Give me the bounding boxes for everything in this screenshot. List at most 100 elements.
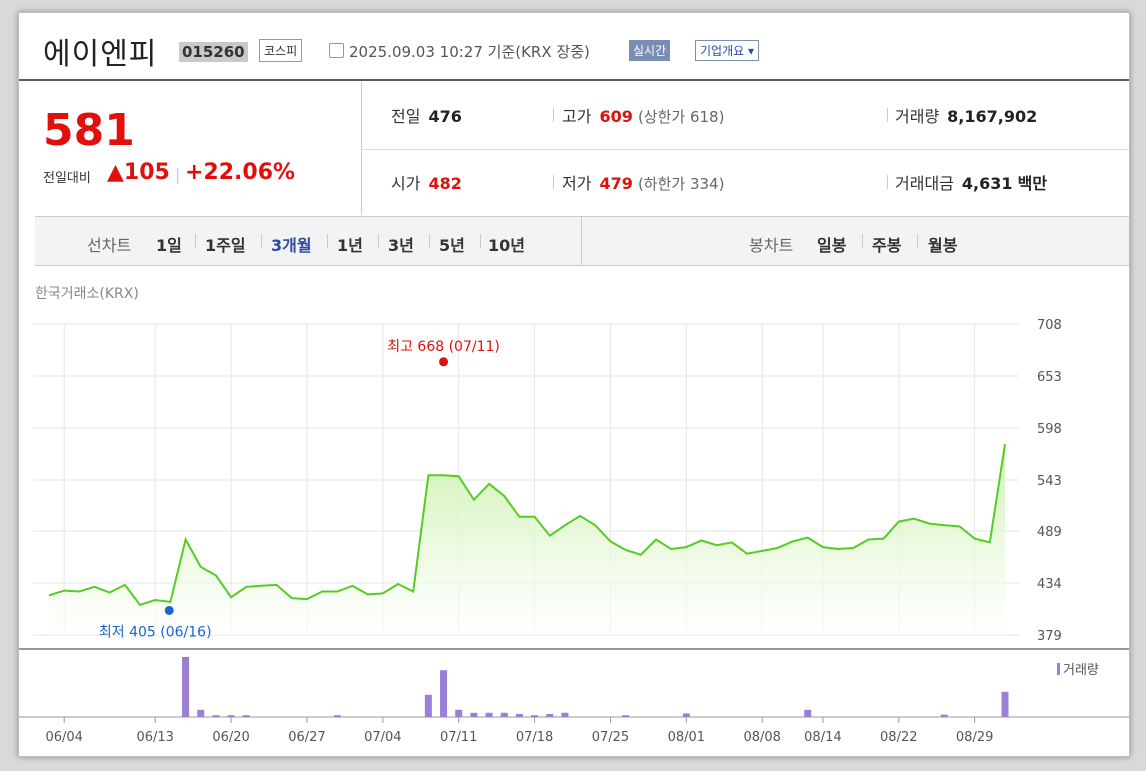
x-tick-label: 07/18 [516,730,553,745]
stat-volume-value: 8,167,902 [947,107,1038,126]
tab-separator [480,234,481,248]
y-tick-label: 653 [1037,370,1062,385]
volume-bar [182,657,190,717]
tab-daily[interactable]: 일봉 [817,236,847,255]
stat-separator [553,175,554,189]
tab-weekly[interactable]: 주봉 [872,236,902,255]
min-annotation: 최저 405 (06/16) [99,624,212,640]
volume-bar [440,670,448,717]
volume-bar [212,715,220,717]
y-tick-label: 379 [1037,629,1062,644]
current-price: 581 [43,105,135,156]
change-percent: +22.06% [185,160,296,185]
y-tick-label: 708 [1037,318,1062,333]
volume-bar [455,709,463,717]
volume-bar [561,712,569,717]
chart-tabs: 선차트 1일 1주일 3개월 1년 3년 5년 10년 봉차트 일봉 주봉 월봉 [35,216,1129,266]
volume-bar [531,715,539,717]
x-tick-label: 08/14 [804,730,841,745]
volume-bar [546,714,554,717]
tabs-divider [581,217,582,265]
stat-amount-unit: 백만 [1017,174,1048,193]
stat-amount: 거래대금 4,631 백만 [895,170,1047,194]
change-separator: | [175,165,181,184]
stat-separator [887,175,888,189]
x-tick-label: 08/01 [668,730,705,745]
volume-bar [940,714,948,717]
tab-1y[interactable]: 1년 [337,236,363,255]
stat-prev-value: 476 [428,107,462,126]
volume-bar [804,709,812,717]
clock-icon [329,43,344,58]
volume-bar [333,715,341,717]
stat-separator [553,108,554,122]
upper-limit: (상한가 618) [637,108,725,126]
y-tick-label: 598 [1037,422,1062,437]
stat-open: 시가 482 [391,170,462,194]
tab-separator [429,234,430,248]
volume-legend-label: 거래량 [1063,663,1099,678]
stat-separator [887,108,888,122]
volume-bar [515,714,523,717]
tab-monthly[interactable]: 월봉 [928,236,958,255]
market-badge: 코스피 [259,39,303,62]
volume-bar [500,712,508,717]
stat-volume: 거래량 8,167,902 [895,103,1037,127]
volume-bar [622,715,630,717]
tab-3m[interactable]: 3개월 [271,236,312,255]
candle-chart-label: 봉차트 [749,236,794,255]
max-point [439,357,449,367]
price-chart: 708 653 598 543 489 434 379 06/04 06/13 06/20 06/… [19,318,1129,745]
y-tick-label: 543 [1037,474,1062,489]
x-tick-label: 08/29 [956,730,993,745]
volume-bar [1001,691,1009,717]
tab-10y[interactable]: 10년 [488,236,525,255]
stat-prev: 전일 476 [391,103,462,127]
volume-bar [485,712,493,717]
price-area [49,444,1005,635]
stat-high-label: 고가 [562,107,592,126]
x-tick-label: 06/13 [136,730,173,745]
stat-open-label: 시가 [391,174,421,193]
tab-1w[interactable]: 1주일 [205,236,246,255]
tab-3y[interactable]: 3년 [388,236,414,255]
stat-volume-label: 거래량 [895,107,940,126]
volume-legend-swatch [1057,663,1060,675]
realtime-button[interactable]: 실시간 [629,40,671,61]
tab-separator [917,234,918,248]
stat-amount-label: 거래대금 [895,174,954,193]
tab-1d[interactable]: 1일 [156,236,182,255]
stat-low-label: 저가 [562,174,592,193]
stat-amount-value: 4,631 [961,174,1013,193]
stock-code: 015260 [179,42,248,62]
tab-separator [327,234,328,248]
x-tick-label: 08/08 [743,730,780,745]
tab-5y[interactable]: 5년 [439,236,465,255]
timestamp: 2025.09.03 10:27 기준(KRX 장중) [349,43,590,61]
data-source: 한국거래소(KRX) [35,286,139,302]
x-tick-label: 06/27 [288,730,325,745]
stat-low: 저가 479 (하한가 334) [562,170,724,194]
y-tick-label: 434 [1037,577,1062,592]
stock-header: 에이엔피 015260 코스피 2025.09.03 10:27 기준(KRX … [19,13,1129,81]
stat-low-value: 479 [599,174,633,193]
company-info-button[interactable]: 기업개요 ▾ [695,40,759,61]
stat-high: 고가 609 (상한가 618) [562,103,724,127]
change-value: ▲105 [107,160,170,185]
stock-panel: 에이엔피 015260 코스피 2025.09.03 10:27 기준(KRX … [18,12,1130,757]
stat-open-value: 482 [428,174,462,193]
tab-separator [261,234,262,248]
x-tick-label: 07/11 [440,730,477,745]
y-tick-label: 489 [1037,525,1062,540]
tab-separator [862,234,863,248]
x-tick-label: 08/22 [880,730,917,745]
stats-divider [362,149,1129,150]
change-label: 전일대비 [43,171,91,186]
volume-bar [424,694,432,717]
lower-limit: (하한가 334) [637,175,725,193]
stock-name: 에이엔피 [43,37,158,72]
x-tick-label: 06/04 [45,730,82,745]
x-tick-label: 07/04 [364,730,401,745]
volume-bar [470,712,478,717]
max-annotation: 최고 668 (07/11) [387,339,500,355]
